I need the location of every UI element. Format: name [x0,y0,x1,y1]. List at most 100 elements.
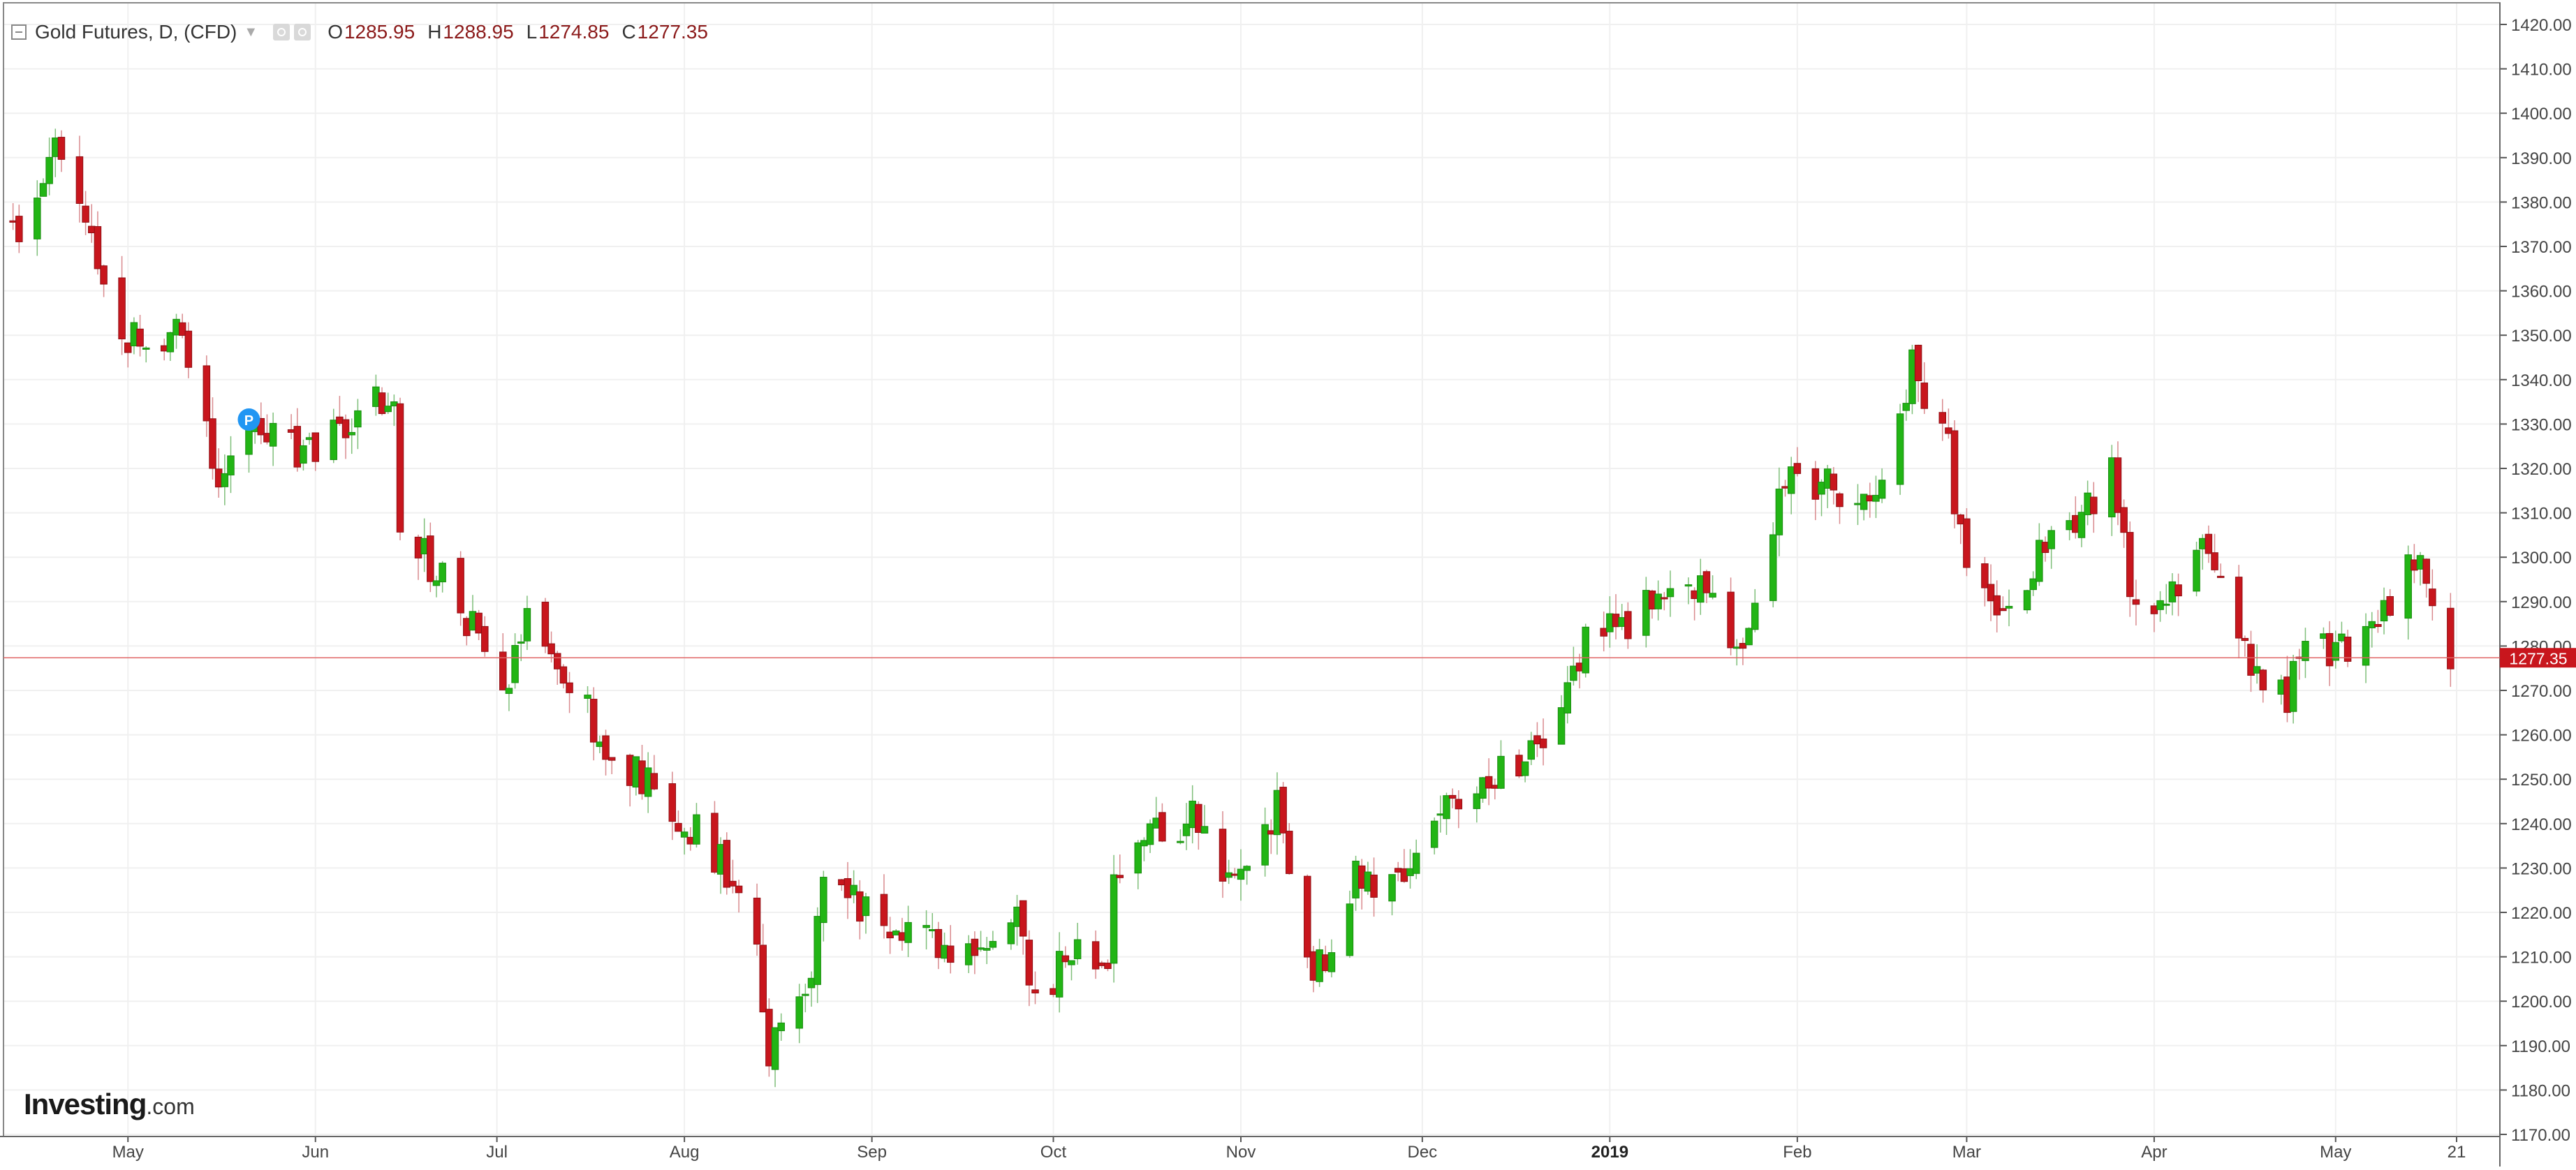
candle-body [589,699,598,743]
candle [2259,668,2267,703]
candle-body [1448,794,1457,799]
candle [2120,499,2128,548]
candle-body [650,773,658,790]
candle [1938,399,1947,441]
y-tick-label: 1300.00 [2511,549,2572,568]
candle [1624,602,1632,649]
candle-body [1981,563,1989,588]
candle-body [1709,593,1716,598]
candle-body [517,641,525,644]
candle-body [1533,735,1541,745]
candle-body [427,535,434,582]
candle-body [1031,989,1039,993]
candle [82,191,89,235]
candles [9,128,2454,1088]
y-tick-label: 1420.00 [2511,16,2572,35]
candle-body [2289,660,2297,712]
candle-body [1739,643,1747,649]
candle [39,178,47,197]
candle-body [1624,611,1632,639]
candle-body [172,318,180,336]
candle [2343,630,2352,667]
low-label: L [526,21,538,43]
candle [1570,646,1577,686]
candle [1999,596,2007,612]
candle [1388,874,1396,916]
candle-body [178,322,186,336]
y-axis: 1170.00 1180.00 1190.00 1200.00 1210.00 1220.… [2500,16,2572,1145]
candle-body [372,386,380,407]
candle-body [1836,493,1843,508]
candle [1981,556,1989,607]
candle-body [1854,503,1862,505]
candle-body [439,563,446,583]
candle-body [34,198,41,239]
candle [1709,575,1716,600]
candle [723,832,730,895]
candle-body [2156,600,2164,610]
current-price-tag: 1277.35 [2509,649,2567,667]
x-tick-label: May [2320,1143,2351,1162]
candle [341,414,350,459]
chevron-down-icon[interactable]: ▼ [244,24,258,40]
candle [1527,732,1536,765]
candle [2077,505,2086,547]
candle [1200,805,1209,834]
candle [1443,792,1450,836]
candle-body [1642,590,1650,636]
candle [34,180,41,256]
candle-body [711,813,719,873]
y-tick-label: 1380.00 [2511,193,2572,212]
x-tick-label: May [112,1143,144,1162]
candle-body [1787,466,1795,494]
candle [2174,573,2182,616]
candle-body [1346,903,1354,956]
candle [802,984,809,1013]
candle-body [1188,800,1196,829]
candle-body [1098,962,1106,966]
candle [862,892,870,934]
visibility-icon[interactable] [273,24,290,40]
collapse-icon[interactable] [11,24,27,40]
candle [354,399,362,450]
candle-body [1394,868,1402,873]
candle-body [2072,514,2080,533]
symbol-title[interactable]: Gold Futures, D, (CFD) [35,21,237,43]
candle-body [1666,588,1675,598]
candle [505,684,513,711]
candle-body [2162,603,2170,606]
candle-body [1146,823,1154,845]
candle-body [946,945,955,963]
candle-body [1007,922,1015,945]
candle-body [348,431,355,436]
candle [1061,946,1070,968]
candle-body [1473,793,1481,809]
candle [541,598,550,653]
candle-body [2247,644,2255,676]
x-tick-label: Feb [1783,1143,1811,1162]
candle-body [2404,554,2412,619]
candle-body [1920,383,1929,409]
candle-body [142,347,150,350]
candle-body [330,420,337,460]
candle [2216,563,2225,579]
candle-body [541,601,550,647]
candle-body [1733,646,1741,649]
candle [184,322,193,378]
candle-body [130,322,138,347]
candle-body [2386,595,2394,616]
candle [2090,482,2098,533]
candle [2162,584,2170,614]
candle-body [1400,868,1408,882]
candle [729,859,737,894]
candle [2289,654,2297,724]
candle-body [1563,682,1571,713]
settings-icon[interactable] [294,24,311,40]
y-tick-label: 1320.00 [2511,460,2572,479]
candle-body [1219,829,1227,882]
candle [1600,612,1607,652]
candle [2029,571,2037,596]
candle-body [336,416,344,424]
